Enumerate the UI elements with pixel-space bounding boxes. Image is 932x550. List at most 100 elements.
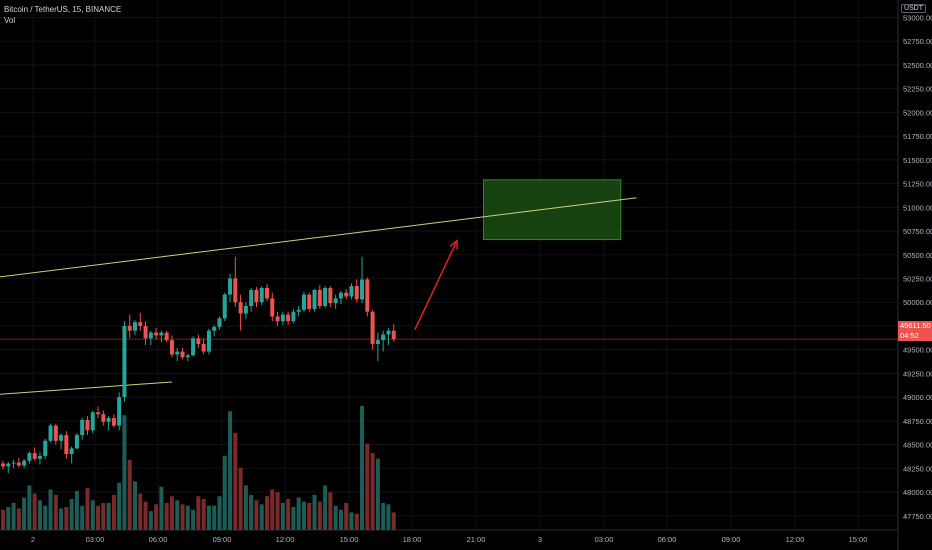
volume-bar <box>307 503 312 530</box>
volume-bar <box>191 509 196 530</box>
candle-body <box>228 278 233 295</box>
x-tick-label: 12:00 <box>786 535 805 544</box>
volume-bar <box>286 498 291 530</box>
candle-body <box>69 448 74 455</box>
candle-body <box>238 302 243 314</box>
candle-body <box>111 418 116 426</box>
volume-indicator-label[interactable]: Vol <box>4 16 16 25</box>
volume-bar <box>254 500 259 530</box>
candle-body <box>391 330 396 340</box>
candle-body <box>74 435 79 449</box>
candle-body <box>164 332 169 341</box>
candle-body <box>212 326 217 331</box>
x-tick-label: 06:00 <box>149 535 168 544</box>
volume-bar <box>365 443 370 530</box>
candle-body <box>37 455 42 459</box>
candle-body <box>386 330 391 335</box>
volume-bar <box>249 494 254 530</box>
volume-bar <box>180 504 185 530</box>
y-tick-label: 53000.00 <box>903 13 932 22</box>
candle-body <box>122 325 127 398</box>
candle-body <box>233 278 238 303</box>
candle-body <box>6 463 11 467</box>
volume-bar <box>338 509 343 530</box>
volume-bar <box>169 496 174 530</box>
currency-badge[interactable]: USDT <box>900 4 926 13</box>
candle-body <box>143 325 148 339</box>
y-tick-label: 48000.00 <box>903 488 932 497</box>
candle-body <box>249 289 254 307</box>
x-tick-label: 12:00 <box>276 535 295 544</box>
candle-body <box>280 314 285 322</box>
arrow-head <box>449 238 458 250</box>
currency-label: USDT <box>903 5 923 12</box>
volume-bar <box>80 505 85 530</box>
volume-bar <box>106 503 111 530</box>
candle-body <box>1 463 5 467</box>
volume-bar <box>354 513 359 530</box>
volume-bar <box>85 488 90 530</box>
volume-bar <box>291 507 296 530</box>
candle-body <box>154 332 159 336</box>
volume-bar <box>175 500 180 530</box>
candle-body <box>354 286 359 300</box>
y-tick-label: 51000.00 <box>903 203 932 212</box>
candle-body <box>138 322 143 326</box>
candle-body <box>101 414 106 422</box>
volume-bar <box>138 493 143 530</box>
y-tick-label: 48500.00 <box>903 441 932 450</box>
volume-bar <box>323 485 328 530</box>
candle-body <box>286 314 291 322</box>
volume-bar <box>386 504 391 530</box>
volume-bar <box>143 501 148 530</box>
volume-bar <box>275 492 280 530</box>
volume-bar <box>206 505 211 530</box>
volume-bar <box>96 505 101 530</box>
candle-body <box>196 338 201 344</box>
volume-bar <box>201 498 206 530</box>
candle-body <box>16 462 21 466</box>
volume-bar <box>148 511 153 530</box>
volume-bar <box>53 494 58 530</box>
candle-body <box>312 289 317 309</box>
candle-body <box>48 425 53 441</box>
volume-bar <box>222 455 227 530</box>
last-price-value: 49611.50 <box>900 321 931 330</box>
symbol-title[interactable]: Bitcoin / TetherUS, 15, BINANCE <box>4 5 122 14</box>
volume-bar <box>391 512 396 530</box>
candle-body <box>148 332 153 339</box>
candle-body <box>344 292 349 297</box>
candle-body <box>80 419 85 436</box>
volume-bar <box>164 503 169 530</box>
candle-body <box>175 351 180 355</box>
volume-bar <box>333 505 338 530</box>
candle-body <box>217 318 222 327</box>
volume-bar <box>22 497 27 530</box>
volume-bar <box>370 453 375 530</box>
chart-legend: Bitcoin / TetherUS, 15, BINANCE Vol <box>4 4 121 26</box>
x-tick-label: 3 <box>538 535 542 544</box>
volume-bar <box>259 504 264 530</box>
candle-body <box>32 453 37 459</box>
volume-bar <box>296 497 301 530</box>
volume-bar <box>69 498 74 530</box>
volume-bar <box>37 500 42 530</box>
y-tick-label: 49000.00 <box>903 393 932 402</box>
y-tick-label: 52250.00 <box>903 85 932 94</box>
candle-body <box>243 306 248 314</box>
volume-bar <box>344 503 349 530</box>
y-tick-label: 51250.00 <box>903 180 932 189</box>
y-tick-label: 51500.00 <box>903 156 932 165</box>
candle-body <box>265 287 269 299</box>
volume-bar <box>117 482 122 530</box>
candle-body <box>117 397 122 426</box>
volume-bar <box>349 512 354 530</box>
volume-bar <box>74 490 79 530</box>
y-tick-label: 49250.00 <box>903 369 932 378</box>
volume-bar <box>233 432 238 530</box>
volume-bar <box>185 505 190 530</box>
upper-trendline <box>0 197 637 278</box>
volume-bar <box>238 467 243 530</box>
x-tick-label: 06:00 <box>658 535 677 544</box>
